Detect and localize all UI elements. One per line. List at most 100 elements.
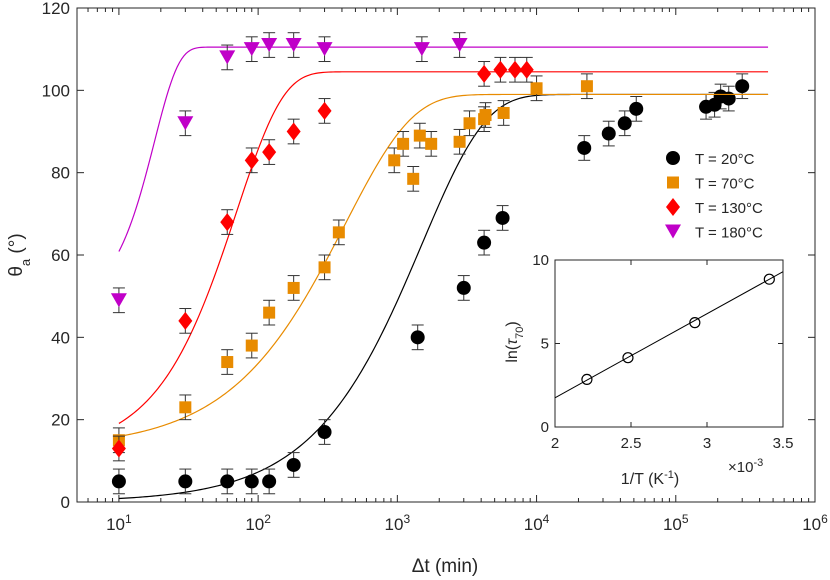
data-point	[111, 474, 126, 489]
inset-y-axis-label: ln(τ70)	[504, 321, 526, 362]
inset-x-axis-label: 1/T (K-1)	[621, 469, 679, 488]
legend-marker	[666, 151, 680, 165]
legend-label: T = 70°C	[695, 176, 755, 193]
main-plot	[76, 7, 816, 503]
legend: T = 20°C T = 70°C T = 130°C T = 180°C	[665, 151, 763, 242]
legend-marker	[665, 224, 681, 239]
data-point	[495, 210, 510, 225]
data-point	[261, 38, 278, 53]
fit-curve	[118, 71, 769, 424]
data-point	[477, 235, 492, 250]
inset-data-point	[581, 373, 593, 386]
series-4	[110, 32, 769, 314]
data-point	[177, 116, 194, 131]
data-point	[629, 101, 644, 116]
inset-axes-box	[554, 259, 784, 428]
data-point	[317, 425, 332, 440]
inset-x-multiplier: ×10-3	[728, 457, 763, 476]
data-point	[601, 126, 616, 141]
data-point	[178, 311, 193, 330]
y-tick-label: 60	[51, 246, 70, 265]
x-tick-label: 101	[106, 512, 132, 534]
data-point	[111, 439, 126, 458]
data-point	[179, 401, 192, 414]
data-point	[463, 117, 476, 130]
inset-y-tick-label: 5	[541, 336, 549, 353]
series-3	[111, 56, 769, 462]
legend-label: T = 180°C	[695, 225, 763, 242]
x-tick-label: 105	[663, 512, 689, 534]
data-point	[493, 60, 508, 79]
data-point	[735, 79, 750, 94]
y-tick-label: 0	[61, 493, 70, 512]
data-point	[456, 280, 471, 295]
y-tick-label: 40	[51, 328, 70, 347]
data-point	[425, 137, 438, 150]
data-point	[220, 474, 235, 489]
data-point	[413, 129, 426, 142]
data-point	[287, 281, 300, 294]
data-point	[577, 140, 592, 155]
data-point	[507, 60, 522, 79]
data-point	[317, 101, 332, 120]
data-point	[220, 213, 235, 232]
data-point	[263, 306, 276, 319]
fit-curve	[118, 46, 769, 252]
data-point	[497, 106, 510, 119]
x-tick-label: 106	[802, 512, 828, 534]
y-tick-label: 80	[51, 164, 70, 183]
legend-label: T = 20°C	[695, 151, 755, 168]
inset-plot: 2 2.5 3 3.5 0 5 10	[532, 252, 793, 452]
inset-x-tick-label: 2.5	[621, 435, 642, 452]
data-point	[413, 42, 430, 57]
data-point	[453, 135, 466, 148]
y-tick-label: 120	[42, 0, 70, 18]
x-axis-label: Δt (min)	[412, 556, 479, 577]
data-point	[110, 293, 127, 308]
data-point	[244, 474, 259, 489]
data-point	[388, 154, 401, 167]
data-point	[410, 330, 425, 345]
series-1	[111, 73, 769, 500]
legend-marker	[666, 198, 680, 216]
data-point	[530, 82, 543, 95]
data-point	[477, 64, 492, 83]
y-tick-label: 100	[42, 81, 70, 100]
legend-marker	[667, 176, 679, 189]
data-point	[332, 226, 345, 239]
x-tick-label: 104	[524, 512, 550, 534]
x-tick-label: 102	[245, 512, 271, 534]
data-point	[479, 109, 492, 122]
data-point	[580, 80, 593, 93]
y-axis-label: θa (°)	[6, 233, 33, 276]
data-point	[407, 172, 420, 185]
data-point	[318, 261, 331, 274]
data-point	[286, 122, 301, 141]
inset-data-point	[763, 273, 775, 285]
data-point	[285, 38, 302, 53]
data-point	[721, 91, 736, 106]
data-point	[178, 474, 193, 489]
series-2	[112, 73, 769, 454]
inset-y-tick-label: 10	[532, 252, 549, 269]
inset-x-tick-label: 3.5	[773, 435, 794, 452]
inset-x-tick-label: 2	[551, 435, 559, 452]
data-point	[245, 339, 258, 352]
data-point	[397, 137, 410, 150]
data-point	[219, 50, 236, 65]
data-point	[221, 356, 234, 369]
data-point	[244, 151, 259, 170]
data-point	[451, 38, 468, 53]
data-point	[286, 457, 301, 472]
data-point	[262, 143, 277, 162]
legend-label: T = 130°C	[695, 200, 763, 217]
inset-x-tick-label: 3	[703, 435, 711, 452]
main-axes-box	[76, 7, 816, 503]
inset-fit-line	[554, 271, 784, 399]
inset-data-point	[689, 317, 701, 329]
data-point	[243, 42, 260, 57]
x-tick-label: 103	[385, 512, 411, 534]
data-point	[262, 474, 277, 489]
